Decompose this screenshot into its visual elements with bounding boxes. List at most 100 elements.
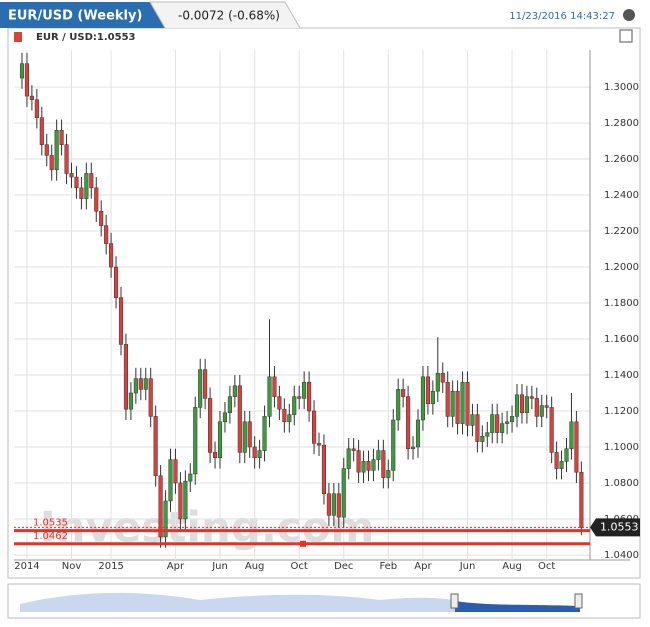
candle-body [148, 378, 153, 417]
candle-body [297, 396, 302, 399]
candle-body [559, 461, 564, 469]
candle-body [485, 432, 490, 437]
candle-body [44, 144, 49, 156]
candle-body [267, 376, 272, 417]
candle-body [420, 376, 425, 421]
legend-icon [14, 32, 22, 42]
navigator-handle[interactable] [574, 593, 583, 609]
candle-body [564, 448, 569, 462]
candle-body [569, 421, 574, 450]
settings-button[interactable] [623, 9, 635, 21]
candle-body [519, 394, 525, 414]
x-tick-label: Apr [414, 561, 432, 572]
y-tick-label: 1.2800 [604, 118, 639, 129]
candle-body [104, 225, 109, 244]
candle-body [381, 450, 386, 478]
candle-body [34, 99, 39, 118]
timestamp: 11/23/2016 14:43:27 [509, 11, 615, 22]
candle-body [49, 155, 54, 171]
candle-body [480, 435, 485, 442]
candle-body [465, 381, 470, 426]
candle-body [544, 405, 549, 408]
x-tick-label: Oct [538, 561, 555, 572]
candle-body [450, 390, 455, 417]
candle-body [94, 187, 99, 212]
candle-body [79, 187, 84, 199]
y-tick-label: 1.2200 [604, 226, 639, 237]
candle-body [183, 480, 188, 520]
candle-body [208, 398, 213, 453]
legend: EUR / USD:1.0553 [36, 32, 136, 43]
candle-body [123, 344, 129, 410]
candle-body [133, 378, 138, 394]
candle-body [128, 392, 133, 410]
candle-body [425, 376, 430, 405]
candle-body [554, 452, 559, 469]
navigator-handle[interactable] [450, 593, 459, 609]
candle-body [24, 63, 29, 97]
candle-body [118, 297, 124, 345]
candle-body [109, 243, 114, 268]
candle-body [351, 448, 356, 451]
candle-body [282, 408, 287, 423]
candle-body [99, 210, 104, 226]
candle-body [514, 394, 520, 417]
candle-body [529, 396, 534, 399]
candle-body [534, 398, 539, 417]
candle-body [445, 381, 450, 417]
candle-body [401, 389, 406, 397]
candle-body [391, 419, 396, 471]
y-tick-label: 1.1000 [604, 442, 639, 453]
candle-body [396, 389, 401, 421]
x-tick-label: 2015 [98, 561, 123, 572]
candle-body [292, 396, 297, 415]
navigator-area [20, 592, 455, 612]
x-tick-label: Apr [167, 561, 185, 572]
candle-body [331, 493, 336, 516]
collapse-button[interactable] [619, 29, 633, 43]
candle-body [54, 130, 59, 171]
candle-body [415, 419, 421, 448]
candle-body [440, 372, 445, 383]
candle-body [89, 173, 94, 189]
candle-body [74, 176, 79, 189]
y-tick-label: 1.2000 [604, 262, 639, 273]
candle-body [232, 385, 237, 397]
candle-body [163, 500, 168, 538]
x-tick-label: Nov [62, 561, 82, 572]
candle-body [430, 390, 435, 405]
navigator-selection [455, 601, 580, 612]
candle-body [371, 459, 376, 471]
candle-body [198, 369, 203, 408]
candle-body [346, 448, 351, 469]
candle-body [188, 473, 193, 482]
y-tick-label: 1.2600 [604, 154, 639, 165]
candle-body [287, 414, 292, 423]
plot: 1.04001.06001.08001.10001.12001.14001.16… [14, 50, 640, 572]
y-tick-label: 1.0800 [604, 478, 639, 489]
y-tick-label: 1.0400 [604, 550, 639, 561]
candle-body [321, 444, 326, 495]
candle-body [158, 475, 163, 538]
legend-label: EUR / USD: [36, 32, 97, 43]
candle-body [217, 421, 223, 459]
y-tick-label: 1.1200 [604, 406, 639, 417]
y-tick-label: 1.1800 [604, 298, 639, 309]
candle-body [386, 470, 391, 478]
y-tick-label: 1.1600 [604, 334, 639, 345]
x-tick-label: Oct [291, 561, 308, 572]
candle-body [247, 421, 252, 448]
candle-body [69, 173, 74, 178]
candle-body [470, 414, 475, 426]
candle-body [361, 461, 366, 473]
candle-body [524, 396, 529, 414]
candle-body [539, 405, 544, 417]
x-tick-label: Aug [245, 561, 265, 572]
candle-body [579, 471, 584, 528]
candle-body [495, 414, 500, 433]
candle-body [356, 450, 361, 473]
candle-body [549, 407, 554, 453]
candle-body [460, 381, 465, 424]
candle-body [435, 372, 440, 392]
level-label: 1.0535 [33, 518, 68, 529]
